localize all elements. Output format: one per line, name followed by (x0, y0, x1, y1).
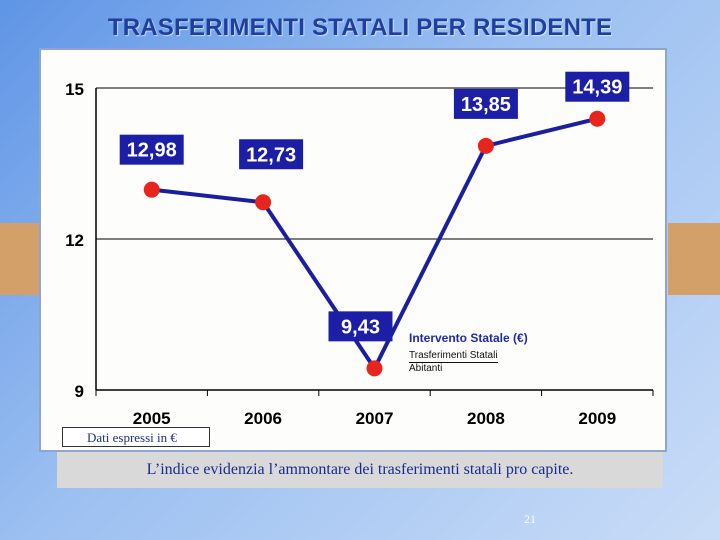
legend-unit: (€) (513, 331, 528, 345)
page-number: 21 (500, 512, 560, 527)
x-tick-label: 2009 (578, 409, 616, 428)
data-label: 13,85 (461, 94, 511, 116)
data-label: 9,43 (341, 316, 380, 338)
y-tick-label: 9 (75, 382, 84, 401)
legend-denominator: Abitanti (409, 363, 609, 374)
x-tick-label: 2007 (356, 409, 394, 428)
data-point (367, 360, 383, 376)
legend-numerator: Trasferimenti Statali (409, 350, 498, 363)
line-chart: 9 12 15 2005 2006 2007 2008 2009 12,98 12,73 9,43 1… (41, 50, 669, 454)
y-tick-label: 15 (65, 80, 84, 99)
decorative-tab-right (668, 223, 720, 295)
slide-title: TRASFERIMENTI STATALI PER RESIDENTE (0, 14, 720, 42)
data-label: 12,73 (246, 144, 296, 166)
legend-title-text: Intervento Statale (409, 331, 510, 345)
x-tick-label: 2008 (467, 409, 505, 428)
data-point (478, 138, 494, 154)
data-point (589, 111, 605, 127)
legend-title: Intervento Statale (€) (409, 331, 609, 345)
x-tick-label: 2005 (133, 409, 171, 428)
y-tick-label: 12 (65, 231, 84, 250)
unit-note: Dati espressi in € (62, 427, 210, 447)
chart-panel: 9 12 15 2005 2006 2007 2008 2009 12,98 12,73 9,43 1… (39, 48, 667, 452)
data-point (255, 194, 271, 210)
x-tick-label: 2006 (244, 409, 282, 428)
data-label: 14,39 (572, 77, 622, 99)
caption: L’indice evidenzia l’ammontare dei trasf… (57, 452, 663, 488)
data-label: 12,98 (127, 140, 177, 162)
chart-legend: Intervento Statale (€) Trasferimenti Sta… (409, 331, 609, 374)
data-point (144, 182, 160, 198)
